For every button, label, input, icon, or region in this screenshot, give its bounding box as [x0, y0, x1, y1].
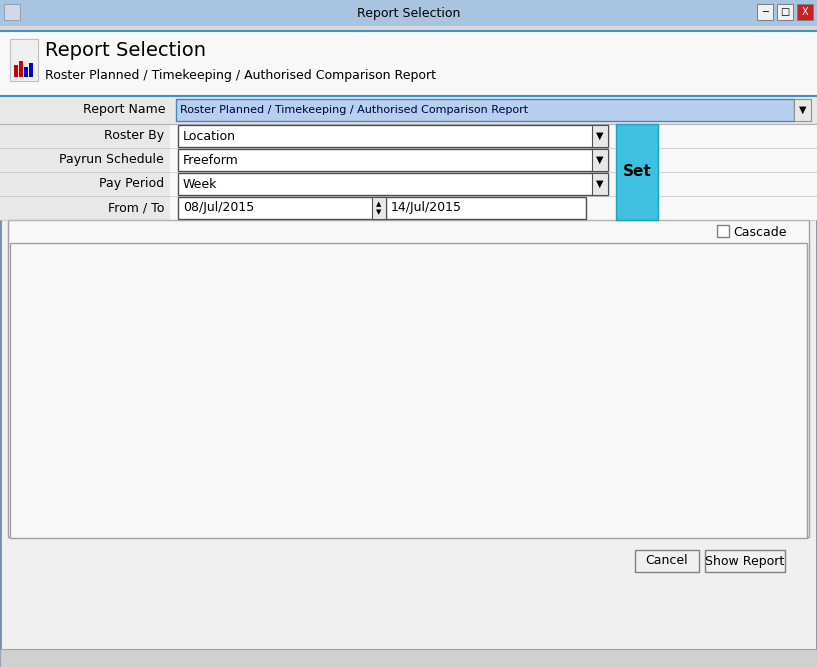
- Text: Roster By: Roster By: [104, 129, 164, 143]
- Bar: [794, 99, 811, 121]
- Text: ▼: ▼: [799, 105, 806, 115]
- Bar: [170, 196, 817, 220]
- Bar: [0, 649, 817, 667]
- Bar: [10, 39, 38, 81]
- Bar: [797, 4, 813, 20]
- Bar: [178, 125, 608, 147]
- Text: ▼: ▼: [596, 131, 604, 141]
- Text: □: □: [780, 7, 789, 17]
- Bar: [8, 220, 809, 537]
- Text: Cascade: Cascade: [733, 225, 787, 239]
- Text: Freeform: Freeform: [183, 153, 239, 167]
- Bar: [178, 197, 386, 219]
- Bar: [592, 149, 608, 171]
- Bar: [29, 63, 33, 77]
- Bar: [178, 173, 608, 195]
- Text: Location: Location: [183, 129, 236, 143]
- Bar: [616, 124, 658, 220]
- Text: ▲: ▲: [377, 201, 382, 207]
- Bar: [0, 26, 817, 31]
- Bar: [757, 4, 773, 20]
- Text: Payrun Schedule: Payrun Schedule: [60, 153, 164, 167]
- Text: ▼: ▼: [377, 209, 382, 215]
- Bar: [592, 173, 608, 195]
- Text: X: X: [801, 7, 808, 17]
- Bar: [4, 4, 20, 20]
- Bar: [176, 99, 794, 121]
- Text: From / To: From / To: [108, 201, 164, 215]
- Text: Roster Planned / Timekeeping / Authorised Comparison Report: Roster Planned / Timekeeping / Authorise…: [180, 105, 528, 115]
- Bar: [0, 124, 170, 148]
- Bar: [0, 196, 170, 220]
- Bar: [386, 197, 586, 219]
- Text: Roster Planned / Timekeeping / Authorised Comparison Report: Roster Planned / Timekeeping / Authorise…: [45, 69, 436, 81]
- Text: Report Selection: Report Selection: [45, 41, 206, 61]
- Bar: [0, 148, 170, 172]
- Bar: [19, 61, 23, 77]
- Bar: [717, 225, 729, 237]
- Bar: [0, 0, 817, 26]
- Bar: [777, 4, 793, 20]
- Text: Set: Set: [623, 165, 651, 179]
- Text: Cancel: Cancel: [645, 554, 688, 568]
- Bar: [0, 172, 170, 196]
- Bar: [24, 67, 28, 77]
- Bar: [170, 172, 817, 196]
- Bar: [14, 65, 18, 77]
- Text: Week: Week: [183, 177, 217, 191]
- Bar: [178, 149, 608, 171]
- Text: 14/Jul/2015: 14/Jul/2015: [391, 201, 462, 215]
- Bar: [10, 243, 807, 538]
- Bar: [635, 550, 699, 572]
- Bar: [170, 124, 817, 148]
- Text: Report Selection: Report Selection: [357, 7, 460, 19]
- Bar: [170, 148, 817, 172]
- Text: ─: ─: [762, 7, 768, 17]
- Bar: [0, 96, 817, 124]
- Bar: [592, 125, 608, 147]
- Bar: [705, 550, 785, 572]
- Text: ▼: ▼: [596, 179, 604, 189]
- Text: Show Report: Show Report: [705, 554, 784, 568]
- Bar: [0, 31, 817, 96]
- Bar: [372, 197, 386, 219]
- Text: ▼: ▼: [596, 155, 604, 165]
- Text: Report Name: Report Name: [83, 103, 166, 117]
- Text: Pay Period: Pay Period: [99, 177, 164, 191]
- Text: 08/Jul/2015: 08/Jul/2015: [183, 201, 254, 215]
